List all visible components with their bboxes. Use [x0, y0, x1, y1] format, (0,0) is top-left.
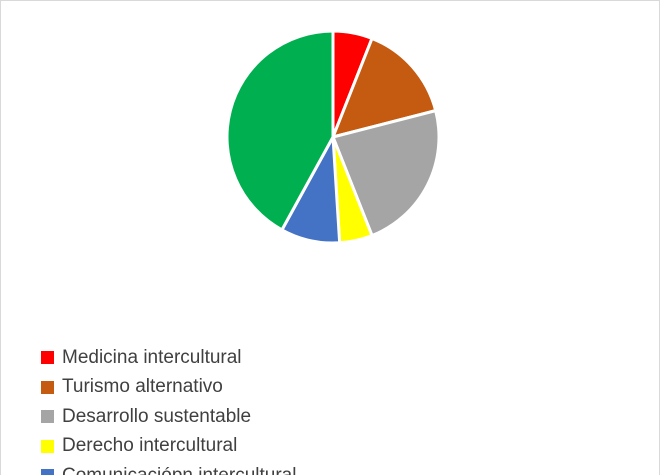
pie-slices [225, 29, 441, 245]
legend-swatch [41, 469, 54, 475]
legend-swatch [41, 380, 54, 394]
legend-label: Desarrollo sustentable [62, 405, 252, 427]
legend-swatch [41, 351, 54, 365]
legend-item-turismo-alternativo: Turismo alternativo [41, 373, 296, 403]
pie-slice-turismo-alternativo [331, 36, 438, 139]
legend-item-comunicacion-intercultural: Comunicaciópn intercultural [41, 461, 296, 475]
legend-label: Medicina intercultural [62, 346, 242, 368]
legend-label: Comunicaciópn intercultural [62, 465, 296, 475]
legend-item-derecho-intercultural: Derecho intercultural [41, 432, 296, 462]
pie-slice-desarrollo-sustentable [331, 109, 441, 238]
legend-label: Derecho intercultural [62, 435, 238, 457]
legend-swatch [41, 439, 54, 453]
legend-swatch [41, 410, 54, 424]
legend: Medicina intercultural Turismo alternati… [41, 343, 296, 475]
pie-slice-unlabeled-5 [225, 29, 335, 232]
legend-item-medicina-intercultural: Medicina intercultural [41, 343, 296, 373]
legend-label: Turismo alternativo [62, 376, 223, 398]
legend-item-desarrollo-sustentable: Desarrollo sustentable [41, 402, 296, 432]
